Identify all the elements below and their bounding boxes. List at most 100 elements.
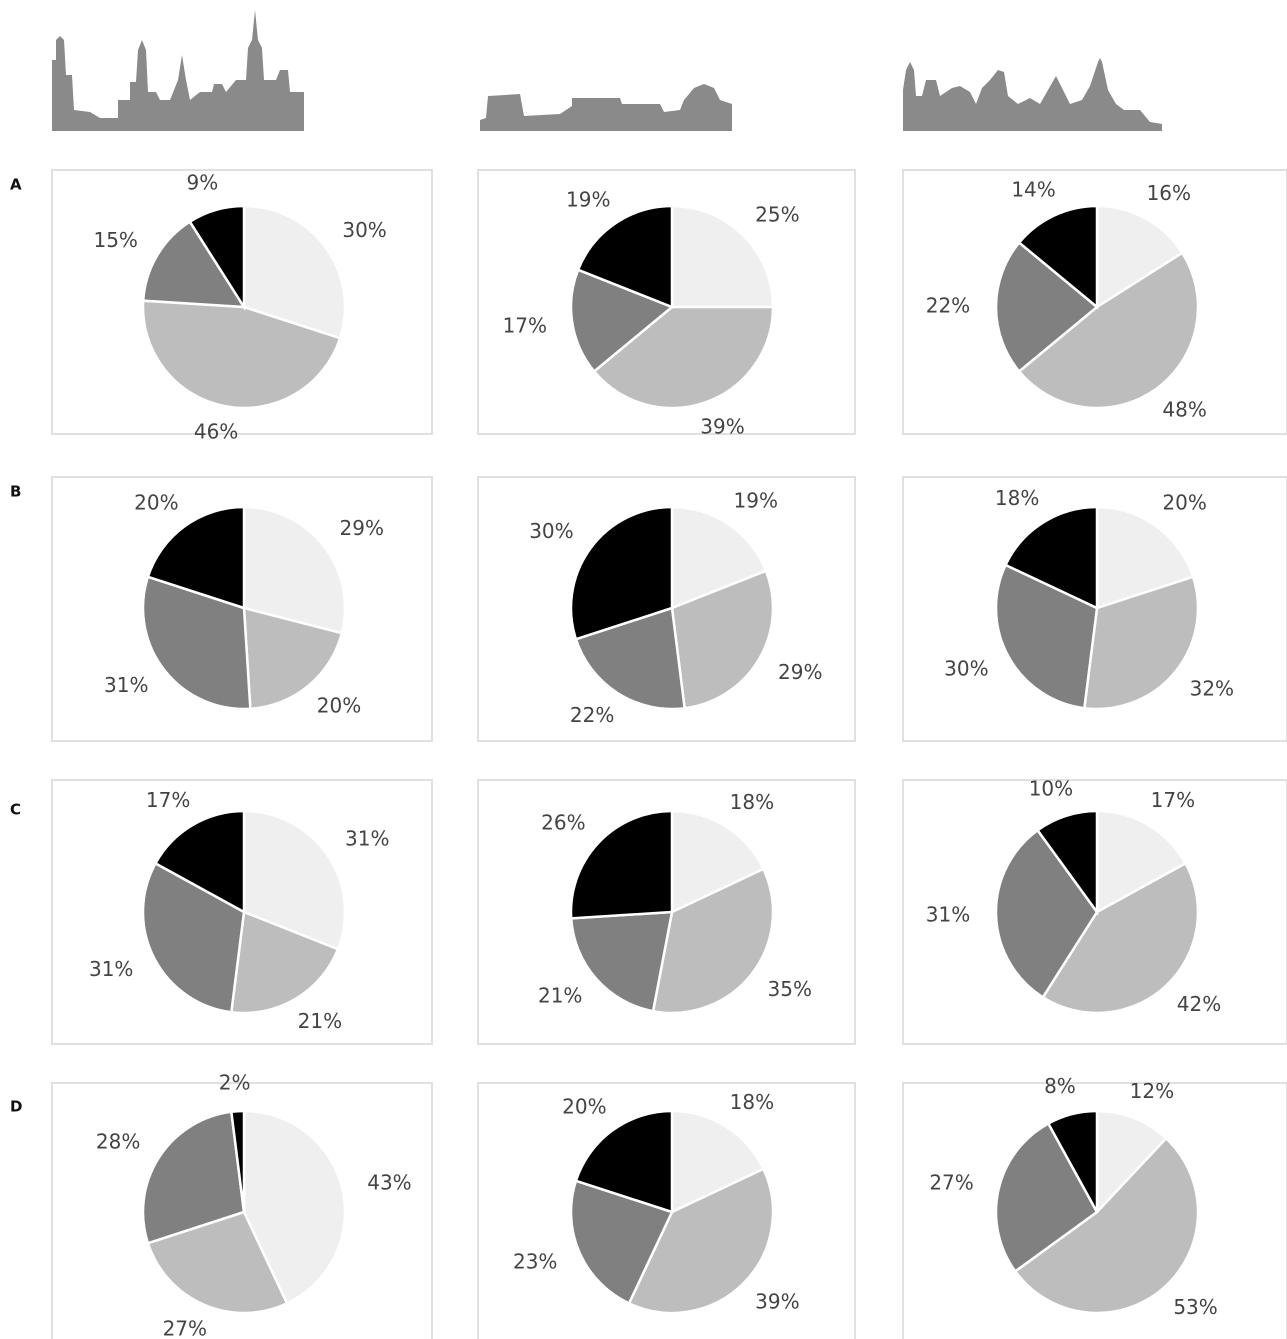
pie-slice	[1041, 861, 1200, 1015]
slice-label: 48%	[1162, 397, 1206, 421]
pie-slice	[576, 204, 674, 309]
slice-label: 28%	[96, 1130, 140, 1154]
pie-slice	[1082, 575, 1200, 711]
slice-label: 22%	[570, 703, 614, 727]
slice-label: 39%	[755, 1289, 799, 1313]
pie-slice	[1095, 505, 1195, 610]
pie-slice	[1095, 204, 1185, 310]
pie-slice	[1095, 809, 1188, 915]
slice-label: 29%	[778, 660, 822, 684]
pie-slice	[1003, 505, 1099, 610]
pie-slice	[1017, 204, 1099, 310]
pie-slice	[569, 505, 674, 641]
slice-label: 21%	[298, 1009, 342, 1033]
pie-slice	[651, 867, 775, 1015]
slice-label: 46%	[194, 420, 238, 444]
slice-label: 31%	[345, 826, 389, 850]
pie-slice	[242, 505, 347, 635]
slice-label: 20%	[1162, 491, 1206, 515]
slice-label: 23%	[513, 1249, 557, 1273]
pie-slice	[141, 1110, 246, 1245]
pie-slice	[1035, 809, 1099, 916]
slice-label: 9%	[187, 170, 219, 194]
row-label: C	[10, 801, 21, 819]
pie-slice	[242, 204, 347, 340]
slice-label: 8%	[1044, 1074, 1076, 1098]
pie-slice	[670, 204, 775, 309]
pie-slice	[574, 1109, 674, 1214]
pie-slice	[592, 305, 775, 410]
pie-slice	[569, 910, 674, 1013]
slice-label: 20%	[562, 1095, 606, 1119]
slice-label: 18%	[730, 790, 774, 814]
pie-slice	[141, 299, 342, 410]
slice-label: 53%	[1173, 1295, 1217, 1319]
slice-label: 21%	[538, 983, 582, 1007]
pie-slice	[146, 1210, 289, 1315]
slice-label: 26%	[541, 811, 585, 835]
slice-label: 12%	[1130, 1079, 1174, 1103]
pie-slice	[569, 268, 675, 374]
skyline-rome	[480, 84, 732, 131]
slice-label: 35%	[768, 977, 812, 1001]
pie-slice	[569, 1179, 674, 1306]
pie-slice	[994, 240, 1099, 374]
pie-slice	[994, 1121, 1099, 1274]
slice-label: 29%	[340, 516, 384, 540]
pie-slice	[242, 809, 347, 951]
slice-label: 22%	[926, 294, 970, 318]
slice-label: 20%	[134, 491, 178, 515]
slice-label: 17%	[1151, 788, 1195, 812]
skyline-cairo	[903, 58, 1162, 131]
pie-slice	[242, 1109, 347, 1306]
pie-slice	[670, 809, 766, 914]
slice-label: 31%	[926, 903, 970, 927]
slice-label: 43%	[367, 1171, 411, 1195]
slice-label: 42%	[1177, 992, 1221, 1016]
pie-slice	[153, 809, 246, 915]
slice-label: 17%	[503, 314, 547, 338]
pie-slice	[141, 575, 252, 711]
slice-label: 19%	[566, 187, 610, 211]
slice-label: 2%	[219, 1070, 251, 1094]
pie-slice	[242, 606, 344, 711]
slice-label: 30%	[529, 519, 573, 543]
slice-label: 30%	[944, 656, 988, 680]
slice-label: 14%	[1011, 177, 1055, 201]
pie-slice	[1095, 1109, 1168, 1216]
pie-slice	[574, 606, 687, 711]
pie-slice	[1017, 251, 1200, 410]
slice-label: 20%	[317, 693, 361, 717]
pie-slice	[229, 910, 340, 1015]
pie-slice	[994, 828, 1099, 1000]
slice-label: 27%	[163, 1316, 207, 1339]
slice-label: 39%	[700, 414, 744, 438]
slice-label: 25%	[755, 203, 799, 227]
slice-label: 18%	[730, 1090, 774, 1114]
slice-label: 27%	[929, 1171, 973, 1195]
row-label: A	[10, 176, 22, 194]
slice-label: 16%	[1147, 181, 1191, 205]
slice-label: 17%	[146, 788, 190, 812]
skyline-new-york	[52, 10, 304, 131]
pie-slice	[141, 861, 246, 1014]
pie-slice	[670, 569, 775, 710]
pie-slice	[141, 219, 247, 309]
pie-slice	[1046, 1109, 1099, 1213]
pie-slice	[994, 563, 1099, 710]
pie-slice	[670, 1109, 766, 1214]
slice-label: 19%	[734, 488, 778, 512]
slice-label: 30%	[342, 218, 386, 242]
row-label: D	[10, 1098, 22, 1116]
row-label: B	[10, 483, 21, 501]
slice-label: 32%	[1190, 676, 1234, 700]
slice-label: 18%	[995, 486, 1039, 510]
slice-label: 10%	[1029, 776, 1073, 800]
pie-slice	[670, 505, 768, 610]
pie-slice	[1013, 1136, 1200, 1315]
pie-slice	[229, 1109, 246, 1213]
pie-slice	[146, 505, 246, 610]
slice-label: 31%	[104, 673, 148, 697]
pie-slice	[627, 1167, 775, 1315]
